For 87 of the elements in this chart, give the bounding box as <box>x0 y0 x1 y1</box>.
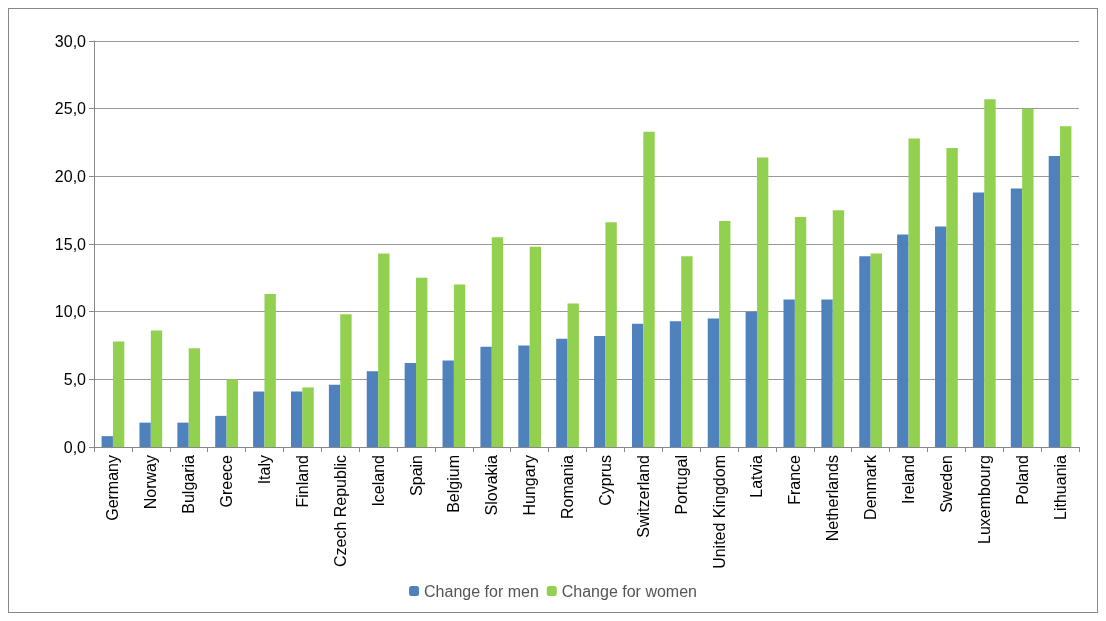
bar <box>139 422 151 447</box>
bar <box>832 210 845 447</box>
x-tick-label: Poland <box>1013 455 1031 505</box>
x-tick-label: Luxembourg <box>975 455 993 544</box>
y-tick-label: 30,0 <box>54 32 87 50</box>
x-tick-label: France <box>786 454 804 505</box>
legend-label: Change for women <box>561 582 697 600</box>
y-tick-label: 5,0 <box>63 370 87 388</box>
bar <box>404 363 417 447</box>
bar <box>935 226 947 447</box>
y-tick-label: 10,0 <box>54 303 87 321</box>
bar <box>972 192 985 447</box>
x-tick-label: Iceland <box>369 455 387 507</box>
y-tick-label: 0,0 <box>63 438 87 456</box>
x-tick-label: Hungary <box>521 455 539 516</box>
y-tick-label: 25,0 <box>54 100 87 118</box>
x-tick-label: Norway <box>142 455 160 510</box>
y-tick-label: 15,0 <box>54 235 87 253</box>
bar <box>756 157 769 447</box>
bar <box>859 256 871 447</box>
x-tick-label: Slovakia <box>483 454 501 516</box>
x-tick-label: Finland <box>293 455 311 508</box>
bar <box>328 384 341 447</box>
bar <box>442 360 454 447</box>
x-tick-label: Spain <box>407 455 425 496</box>
bar <box>631 323 644 447</box>
bar <box>177 422 189 447</box>
bar <box>188 348 201 447</box>
bar <box>101 436 113 447</box>
bar <box>226 379 238 447</box>
bar <box>594 336 606 447</box>
bar <box>518 345 530 447</box>
bar <box>794 216 807 447</box>
bar <box>556 338 568 447</box>
x-tick-label: Germany <box>104 455 122 521</box>
y-tick-label: 20,0 <box>54 167 87 185</box>
bar <box>416 277 428 447</box>
bar <box>567 303 579 447</box>
bar <box>870 253 882 447</box>
bar <box>984 99 996 447</box>
bar <box>719 220 731 447</box>
bar <box>707 318 720 447</box>
bar <box>529 246 542 447</box>
x-tick-label: Greece <box>218 454 236 508</box>
bar <box>1022 108 1034 447</box>
bar <box>643 131 655 447</box>
bar <box>605 222 617 447</box>
bar <box>480 346 492 447</box>
bar <box>150 330 163 447</box>
bar <box>908 138 920 447</box>
bar <box>745 311 757 447</box>
bar <box>340 314 352 447</box>
bar <box>112 341 125 447</box>
x-tick-label: Czech Republic <box>331 455 349 568</box>
bar <box>366 371 379 447</box>
bar <box>215 415 227 447</box>
bar <box>302 387 314 447</box>
x-tick-label: Latvia <box>748 454 766 498</box>
bar <box>1060 126 1072 447</box>
x-tick-label: Ireland <box>900 455 918 504</box>
x-tick-label: United Kingdom <box>710 455 728 569</box>
bar <box>821 299 833 447</box>
bar <box>491 237 504 447</box>
legend-label: Change for men <box>424 582 539 600</box>
x-tick-label: Netherlands <box>824 455 842 542</box>
bar <box>291 391 303 447</box>
bar <box>681 256 693 447</box>
x-tick-label: Belgium <box>445 455 463 513</box>
x-tick-label: Lithuania <box>1051 454 1069 520</box>
bar <box>946 147 958 447</box>
x-tick-label: Sweden <box>937 455 955 513</box>
bar <box>669 321 682 447</box>
bar <box>897 234 909 447</box>
x-tick-label: Bulgaria <box>180 454 198 514</box>
bar <box>378 253 390 447</box>
x-tick-label: Italy <box>255 455 273 485</box>
x-tick-label: Switzerland <box>634 455 652 538</box>
x-tick-label: Romania <box>559 454 577 520</box>
bar <box>1048 156 1061 447</box>
bar <box>783 299 795 447</box>
bar <box>1010 188 1023 447</box>
bar <box>253 391 265 447</box>
x-tick-label: Denmark <box>862 454 880 520</box>
x-tick-label: Cyprus <box>596 455 614 506</box>
x-tick-label: Portugal <box>672 455 690 515</box>
bar <box>264 294 276 447</box>
bar <box>453 284 466 447</box>
